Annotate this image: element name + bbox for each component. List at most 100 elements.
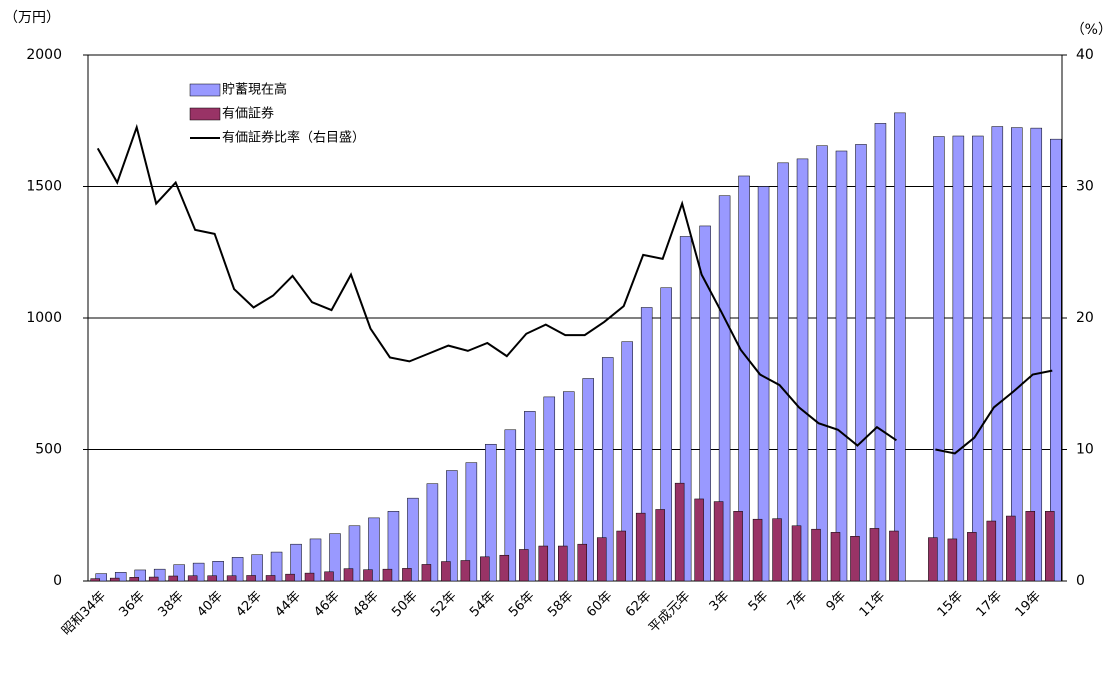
x-tick-label: 7年 bbox=[785, 589, 811, 615]
bar bbox=[543, 396, 556, 582]
bar bbox=[596, 537, 607, 582]
bar bbox=[207, 575, 217, 582]
bar bbox=[343, 568, 354, 582]
bar bbox=[480, 556, 490, 582]
bar bbox=[148, 576, 159, 582]
legend-swatch bbox=[189, 107, 221, 121]
bar bbox=[348, 525, 361, 582]
bar bbox=[889, 530, 899, 582]
bar bbox=[192, 562, 205, 582]
bar bbox=[173, 564, 185, 582]
bar bbox=[967, 532, 977, 582]
x-tick-label: 5年 bbox=[746, 589, 772, 615]
x-tick-label: 17年 bbox=[974, 589, 1005, 620]
bar bbox=[694, 498, 704, 582]
bar bbox=[986, 520, 997, 582]
bar bbox=[387, 511, 400, 582]
bar bbox=[582, 378, 594, 582]
bar bbox=[324, 571, 334, 582]
x-tick-label: 38年 bbox=[155, 589, 186, 620]
bar bbox=[1011, 127, 1023, 582]
bar bbox=[674, 482, 685, 582]
bar bbox=[928, 537, 938, 582]
y2-tick-label: 0 bbox=[1076, 573, 1085, 589]
bar bbox=[1050, 138, 1062, 582]
bar bbox=[558, 545, 568, 582]
bar bbox=[226, 575, 237, 582]
x-tick-label: 42年 bbox=[233, 589, 264, 620]
y2-axis-label: （%） bbox=[1071, 22, 1112, 38]
bar bbox=[519, 549, 529, 582]
y-tick-label: 2000 bbox=[26, 47, 62, 63]
bar bbox=[187, 575, 198, 582]
bar bbox=[426, 483, 439, 582]
bar bbox=[1006, 515, 1016, 582]
legend-label: 貯蓄現在高 bbox=[222, 82, 287, 98]
bar bbox=[421, 564, 432, 582]
bar bbox=[109, 577, 120, 582]
x-tick-label: 9年 bbox=[824, 589, 850, 615]
x-tick-label: 15年 bbox=[935, 589, 966, 620]
x-tick-label: 44年 bbox=[272, 589, 303, 620]
bar bbox=[791, 525, 802, 582]
y2-tick-label: 40 bbox=[1076, 47, 1094, 63]
plot-frame bbox=[87, 54, 1063, 582]
x-tick-label: 56年 bbox=[506, 589, 537, 620]
bar bbox=[251, 554, 263, 582]
bar bbox=[563, 391, 575, 582]
bar bbox=[752, 518, 763, 582]
y-tick-label: 0 bbox=[53, 573, 62, 589]
bar bbox=[874, 123, 887, 582]
bar bbox=[1045, 511, 1055, 582]
bar bbox=[733, 511, 743, 582]
bar bbox=[270, 551, 283, 582]
legend-swatch bbox=[189, 83, 221, 97]
bar bbox=[309, 538, 322, 582]
y2-tick-label: 20 bbox=[1076, 310, 1094, 326]
bar bbox=[90, 578, 100, 582]
x-tick-label: 58年 bbox=[545, 589, 576, 620]
bar bbox=[830, 532, 841, 582]
bar bbox=[446, 470, 458, 582]
x-tick-label: 60年 bbox=[584, 589, 615, 620]
bar bbox=[855, 144, 867, 582]
x-tick-label: 平成元年 bbox=[646, 589, 693, 636]
bar bbox=[212, 561, 224, 582]
bar bbox=[114, 572, 127, 582]
bar bbox=[304, 572, 315, 582]
bar bbox=[713, 501, 724, 582]
bar bbox=[265, 575, 276, 582]
bar bbox=[601, 357, 614, 582]
x-tick-label: 52年 bbox=[428, 589, 459, 620]
x-tick-label: 11年 bbox=[857, 589, 888, 620]
bar bbox=[465, 462, 478, 582]
x-tick-label: 昭和34年 bbox=[59, 589, 109, 639]
x-tick-label: 19年 bbox=[1013, 589, 1044, 620]
bar bbox=[1030, 127, 1043, 582]
bar bbox=[894, 112, 906, 582]
bar bbox=[441, 561, 451, 582]
y-tick-label: 500 bbox=[35, 442, 62, 458]
bar bbox=[402, 568, 412, 582]
legend-label: 有価証券比率（右目盛） bbox=[222, 130, 365, 146]
bar bbox=[738, 175, 750, 582]
legend-label: 有価証券 bbox=[222, 106, 274, 122]
x-tick-label: 40年 bbox=[194, 589, 225, 620]
bar bbox=[577, 543, 587, 582]
bar bbox=[811, 528, 821, 582]
bar bbox=[329, 533, 341, 582]
bar bbox=[1025, 511, 1036, 582]
x-tick-label: 54年 bbox=[467, 589, 498, 620]
bar bbox=[168, 575, 178, 582]
bar bbox=[231, 557, 244, 582]
bar bbox=[640, 307, 653, 582]
bar bbox=[460, 560, 471, 582]
x-tick-label: 3年 bbox=[707, 589, 733, 615]
bar bbox=[538, 545, 549, 582]
bar bbox=[499, 554, 510, 582]
bar bbox=[524, 411, 536, 582]
bar bbox=[972, 135, 984, 582]
line bbox=[96, 123, 1053, 455]
bar bbox=[835, 150, 848, 582]
